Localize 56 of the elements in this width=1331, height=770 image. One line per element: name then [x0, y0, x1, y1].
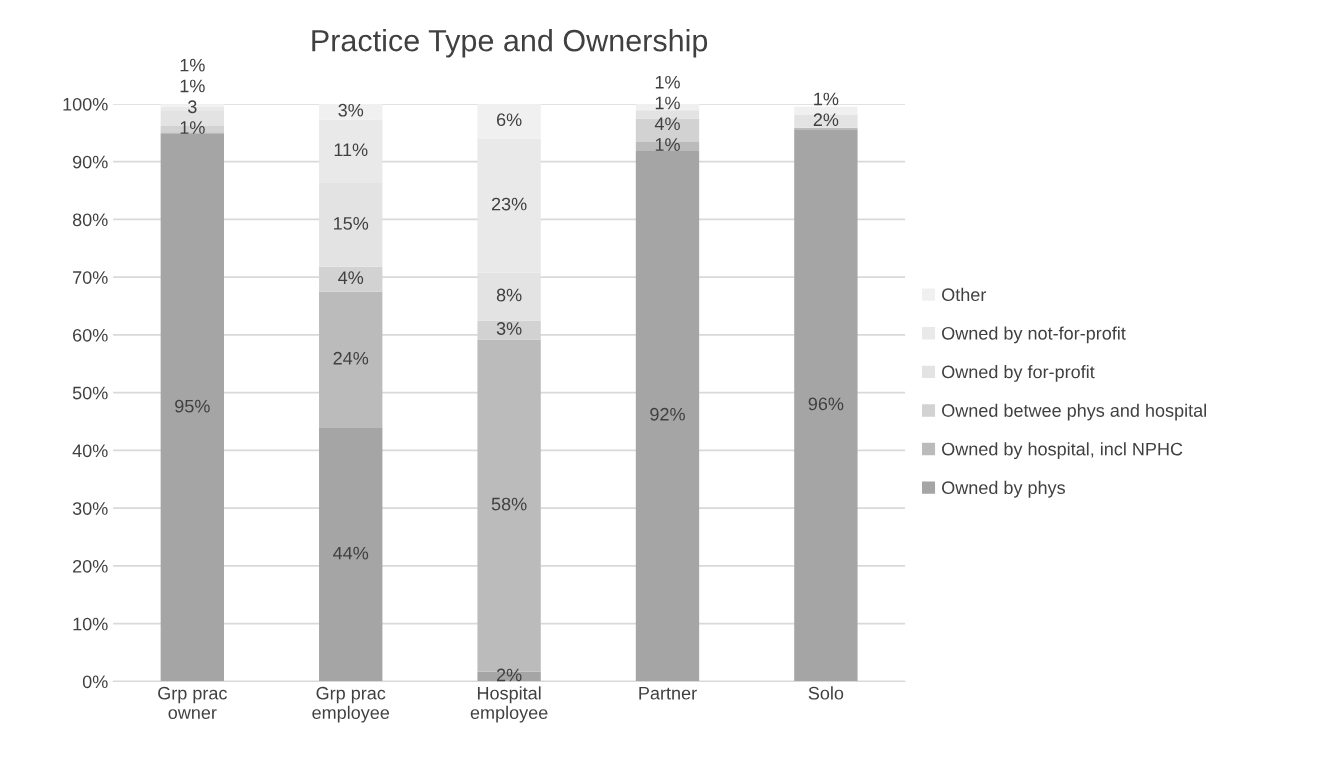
- data-label: 1%: [814, 92, 839, 106]
- y-tick-label: 30%: [72, 502, 108, 515]
- data-label: 44%: [333, 546, 369, 560]
- data-label: 1%: [655, 138, 680, 151]
- y-tick-label: 70%: [73, 271, 108, 284]
- data-label: 8%: [496, 288, 522, 302]
- data-label: 3%: [496, 322, 522, 335]
- bar: [319, 291, 383, 428]
- y-tick-label: 50%: [72, 386, 108, 400]
- bar: [635, 150, 700, 682]
- legend-label: Owned betwee phys and hospital: [942, 403, 1206, 421]
- data-label: 3%: [338, 103, 364, 117]
- data-label: 1%: [180, 79, 205, 93]
- legend-label: Owned by phys: [942, 480, 1065, 498]
- bar: [794, 129, 858, 682]
- data-label: 2%: [813, 113, 839, 127]
- y-tick-label: 80%: [72, 213, 108, 227]
- legend-label: Owned by not-for-profit: [942, 326, 1126, 344]
- bar: [319, 427, 383, 682]
- x-tick-label: Solo: [808, 686, 844, 700]
- data-label: 23%: [491, 197, 527, 211]
- chart-title: Practice Type and Ownership: [312, 29, 708, 58]
- x-tick-label: Hospital employee: [470, 686, 548, 723]
- data-label: 11%: [334, 143, 368, 157]
- data-label: 95%: [175, 399, 210, 413]
- y-tick-label: 100%: [63, 97, 108, 111]
- data-label: 15%: [334, 217, 369, 230]
- y-tick-label: 20%: [73, 559, 108, 573]
- data-label: 2%: [496, 668, 522, 682]
- bar: [160, 133, 225, 682]
- data-label: 1%: [655, 96, 680, 110]
- legend-label: Owned by hospital, incl NPHC: [942, 442, 1183, 460]
- data-label: 24%: [333, 351, 369, 365]
- y-tick-label: 0%: [82, 675, 108, 689]
- data-label: 4%: [338, 271, 364, 284]
- data-label: 58%: [491, 497, 527, 511]
- data-label: 92%: [650, 407, 685, 421]
- data-label: 3: [188, 100, 197, 114]
- y-tick-label: 10%: [73, 617, 108, 631]
- x-tick-label: Grp prac owner: [158, 686, 227, 720]
- data-label: 96%: [808, 397, 844, 411]
- data-label: 6%: [496, 113, 522, 127]
- x-tick-label: Grp prac employee: [312, 686, 390, 723]
- y-tick-label: 60%: [73, 328, 108, 342]
- data-label: 1%: [180, 121, 205, 134]
- y-tick-label: 90%: [72, 155, 108, 169]
- legend-label: Other: [942, 287, 987, 302]
- data-label: 1%: [180, 58, 205, 72]
- y-tick-label: 40%: [72, 444, 108, 458]
- bar: [635, 110, 700, 119]
- x-tick-label: Partner: [639, 686, 697, 700]
- data-label: 4%: [654, 117, 680, 131]
- data-label: 1%: [655, 75, 680, 89]
- bar: [794, 106, 858, 115]
- bar: [794, 114, 858, 128]
- legend-label: Owned by for-profit: [942, 365, 1095, 382]
